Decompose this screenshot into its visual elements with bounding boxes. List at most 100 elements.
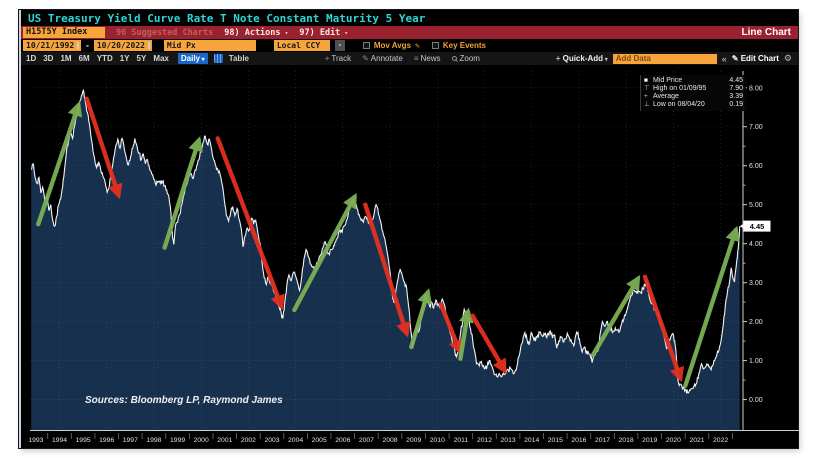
legend-item: + Average 3.39 <box>644 93 743 101</box>
mov-avgs-pencil-icon[interactable]: ✎ <box>415 41 420 50</box>
x-axis-year-label: 1999 <box>170 437 185 444</box>
down-trend-arrow <box>84 96 123 200</box>
y-axis-label: 3.00 <box>749 280 763 287</box>
down-trend-arrow <box>642 274 685 383</box>
mov-avgs-label[interactable]: Mov Avgs <box>373 41 412 50</box>
x-axis-year-label: 2010 <box>430 437 445 444</box>
currency-dropdown-icon[interactable]: ▾ <box>334 40 345 51</box>
edit-menu-button[interactable]: 97) Edit <box>299 28 348 38</box>
x-axis-year-label: 2015 <box>548 437 563 444</box>
legend-value: 0.19 <box>729 101 743 108</box>
up-trend-arrow <box>162 136 203 250</box>
annotate-button[interactable]: ✎ Annotate <box>362 54 403 63</box>
period-select[interactable]: Daily <box>177 53 208 64</box>
x-axis-year-label: 2009 <box>406 437 421 444</box>
y-axis-label: 1.00 <box>749 358 763 365</box>
up-trend-arrow <box>590 274 641 357</box>
chart-area: 0.00 1.00 2.00 3.00 4.00 5.00 6.00 7.00 8.00 1993… <box>21 65 800 448</box>
table-button[interactable]: Table <box>228 54 249 63</box>
x-axis-year-label: 2007 <box>359 437 374 444</box>
y-axis-label: 0.00 <box>749 397 763 404</box>
legend-item: ⊥ Low on 08/04/20 0.19 <box>644 101 743 109</box>
track-button[interactable]: + Track <box>324 54 352 63</box>
news-button[interactable]: ≡ News <box>413 54 441 63</box>
bloomberg-terminal-window: US Treasury Yield Curve Rate T Note Cons… <box>19 10 800 448</box>
price-chart-plot[interactable]: 0.00 1.00 2.00 3.00 4.00 5.00 6.00 7.00 8.00 1993… <box>21 65 800 448</box>
ticker-input[interactable]: H15T5Y Index <box>23 27 105 38</box>
date-to-value: 10/20/2022 <box>96 41 145 50</box>
x-axis-year-label: 2002 <box>241 437 256 444</box>
range-buttons: 1D 3D 1M 6M YTD 1Y 5Y Max <box>26 54 169 63</box>
add-data-input[interactable]: Add Data <box>612 53 717 64</box>
range-button-max[interactable]: Max <box>153 54 169 63</box>
last-price-tag <box>743 220 771 232</box>
date-to-field[interactable]: 10/20/2022 <box>93 40 152 51</box>
last-price-value: 4.45 <box>750 222 765 231</box>
chart-legend: ■ Mid Price 4.45 ⊤ High on 01/09/95 7.90 + Aver… <box>640 75 746 111</box>
legend-label: Average <box>653 93 679 100</box>
x-axis-year-label: 2003 <box>264 437 279 444</box>
y-axis-label: 5.00 <box>749 202 763 209</box>
legend-value: 3.39 <box>729 93 743 100</box>
zoom-button[interactable]: Zoom <box>451 54 480 63</box>
x-axis-year-label: 2011 <box>454 437 469 444</box>
down-trend-arrow <box>363 202 411 338</box>
settings-bar: 10/21/1992 - 10/20/2022 Mid Px Local CCY… <box>21 39 798 52</box>
x-axis-year-label: 2008 <box>382 437 397 444</box>
x-axis-year-label: 2004 <box>288 437 303 444</box>
key-events-label[interactable]: Key Events <box>442 41 486 50</box>
zoom-lens-icon <box>451 56 457 61</box>
currency-select[interactable]: Local CCY <box>273 40 330 51</box>
legend-label: High on 01/09/95 <box>653 85 707 92</box>
x-axis-year-label: 1996 <box>99 437 114 444</box>
range-button-3d[interactable]: 3D <box>43 54 54 63</box>
x-axis-year-label: 2022 <box>713 437 728 444</box>
y-axis-label: 4.00 <box>749 241 763 248</box>
security-bar: H15T5Y Index 96 Suggested Charts 98) Act… <box>21 26 798 39</box>
quick-add-button[interactable]: Quick-Add <box>556 54 608 63</box>
range-button-1d[interactable]: 1D <box>26 54 37 63</box>
source-note: Sources: Bloomberg LP, Raymond James <box>85 395 283 406</box>
annotation-tools: + Track ✎ Annotate ≡ News Zoom <box>325 54 480 63</box>
chart-title-bar: US Treasury Yield Curve Rate T Note Cons… <box>21 10 798 26</box>
up-trend-arrow <box>409 288 432 350</box>
range-button-1y[interactable]: 1Y <box>119 54 130 63</box>
x-axis-year-label: 2019 <box>642 437 657 444</box>
x-axis-year-label: 2017 <box>595 437 610 444</box>
x-axis-year-label: 2020 <box>666 437 681 444</box>
edit-chart-button[interactable]: Edit Chart <box>732 54 779 63</box>
legend-value: 7.90 <box>729 85 743 92</box>
range-button-5y[interactable]: 5Y <box>136 54 147 63</box>
x-axis-year-label: 1993 <box>28 437 43 444</box>
legend-value: 4.45 <box>729 77 743 84</box>
date-from-field[interactable]: 10/21/1992 <box>23 40 81 51</box>
key-events-checkbox[interactable] <box>431 42 439 49</box>
annotate-pencil-icon: ✎ <box>362 54 369 63</box>
legend-item: ■ Mid Price 4.45 <box>644 77 743 85</box>
gear-icon[interactable]: ⚙ <box>783 53 792 63</box>
range-button-ytd[interactable]: YTD <box>96 54 113 63</box>
y-axis-label: 6.00 <box>749 163 763 170</box>
range-button-1m[interactable]: 1M <box>60 54 72 63</box>
suggested-charts-button[interactable]: 96 Suggested Charts <box>116 27 214 38</box>
mov-avgs-checkbox[interactable] <box>362 42 370 49</box>
yield-line <box>30 88 741 394</box>
x-axis-year-label: 2018 <box>619 437 634 444</box>
calendar-icon[interactable] <box>148 42 150 49</box>
x-axis-year-label: 2005 <box>312 437 327 444</box>
range-button-6m[interactable]: 6M <box>78 54 90 63</box>
price-field-select[interactable]: Mid Px <box>163 40 256 51</box>
yield-area-fill <box>31 90 740 431</box>
x-axis-year-label: 2012 <box>477 437 492 444</box>
legend-marker-icon: ■ <box>644 77 648 84</box>
legend-item: ⊤ High on 01/09/95 7.90 <box>644 85 743 93</box>
x-axis-year-label: 1997 <box>123 437 138 444</box>
chart-actions: Quick-Add Add Data « Edit Chart ⚙ <box>556 53 792 64</box>
actions-menu-button[interactable]: 98) Actions <box>224 28 288 38</box>
y-axis-label: 2.00 <box>749 319 763 326</box>
collapse-chevron-icon[interactable]: « <box>721 53 727 64</box>
chart-settings-icon[interactable] <box>213 54 223 63</box>
calendar-icon[interactable] <box>77 42 80 49</box>
legend-marker-icon: ⊤ <box>644 85 650 92</box>
